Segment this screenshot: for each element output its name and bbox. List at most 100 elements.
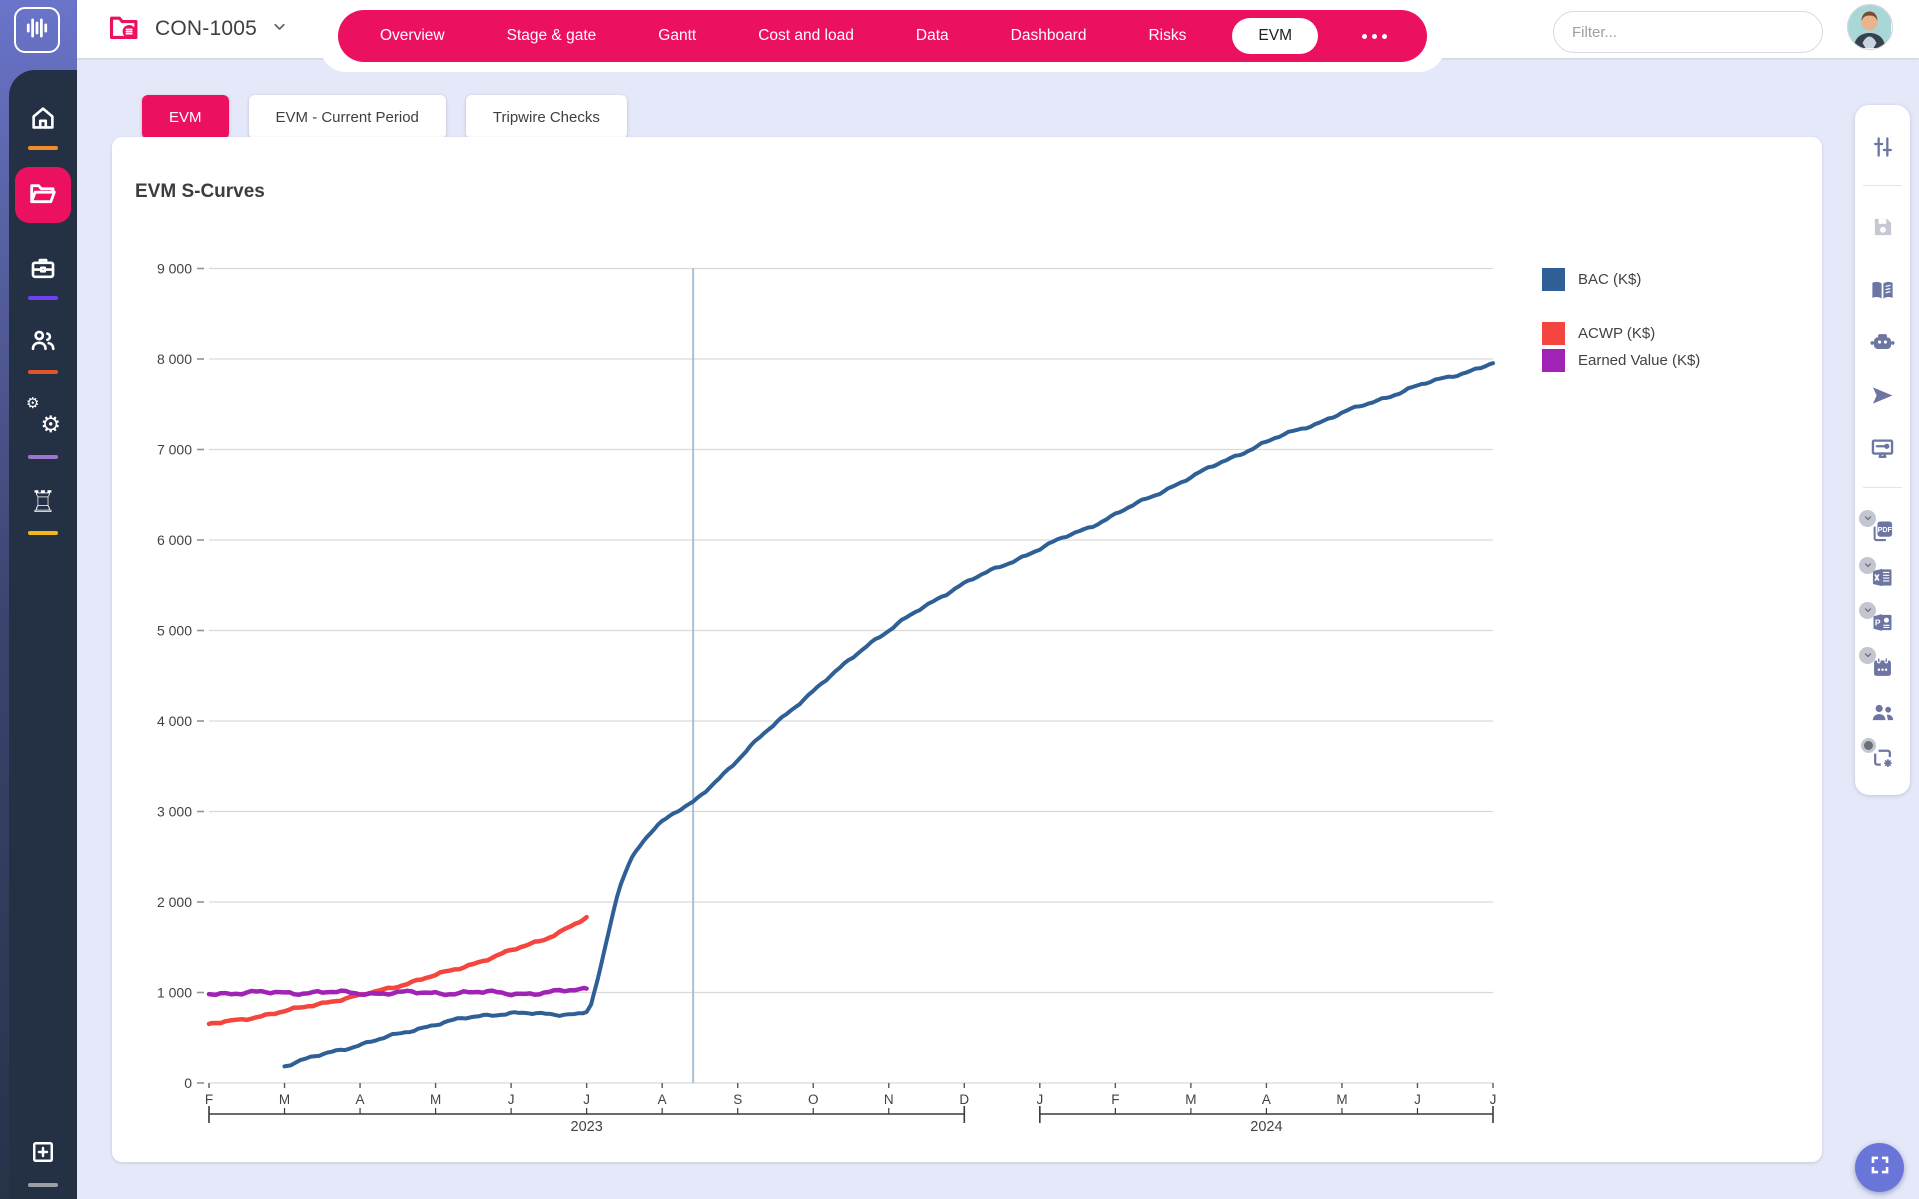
- legend-item[interactable]: Earned Value (K$): [1542, 349, 1700, 372]
- x-axis-label: J: [1490, 1092, 1497, 1107]
- y-axis-label: 7 000: [157, 442, 192, 458]
- share-team-button[interactable]: [1867, 696, 1899, 728]
- x-axis-label: J: [583, 1092, 590, 1107]
- settings-gears-icon: ⚙ ⚙: [26, 394, 61, 438]
- x-axis-label: J: [508, 1092, 515, 1107]
- right-toolbar: PDF P: [1855, 105, 1910, 795]
- evm-s-curves-chart[interactable]: 0 1 000 2 000 3 000 4 000 5 000 6 000 7 000 8 00…: [112, 137, 1822, 1162]
- add-square-icon: [29, 1138, 57, 1171]
- nav-tab-gantt[interactable]: Gantt: [658, 27, 697, 44]
- nav-tab-evm[interactable]: EVM: [1232, 18, 1318, 54]
- fullscreen-button[interactable]: [1855, 1143, 1904, 1192]
- sidebar-accent-add-square: [28, 1183, 58, 1187]
- project-folder-icon: [107, 10, 141, 49]
- x-axis-label: A: [658, 1092, 667, 1107]
- toolbar-divider: [1863, 487, 1902, 488]
- nav-tabs: Overview Stage & gate Gantt Cost and load Da…: [338, 10, 1427, 62]
- year-label: 2024: [1250, 1119, 1282, 1135]
- toolbar-divider: [1863, 185, 1902, 186]
- sidebar-item-home[interactable]: [9, 103, 77, 138]
- y-axis-label: 0: [184, 1075, 192, 1091]
- chevron-down-icon[interactable]: [1859, 646, 1876, 664]
- export-pdf-button[interactable]: PDF: [1859, 509, 1899, 546]
- sidebar-item-projects-folder[interactable]: [15, 167, 71, 223]
- presentation-display-button[interactable]: [1867, 432, 1899, 464]
- y-axis-label: 1 000: [157, 985, 192, 1001]
- chevron-down-icon[interactable]: [1859, 509, 1876, 527]
- legend-label: BAC (K$): [1578, 271, 1642, 288]
- x-axis-label: S: [733, 1092, 742, 1107]
- export-schedule-button[interactable]: [1859, 646, 1899, 683]
- nav-tab-risks[interactable]: Risks: [1148, 27, 1187, 44]
- export-schedule-icon: [1859, 646, 1896, 681]
- send-button[interactable]: [1867, 379, 1899, 411]
- ai-assistant-button[interactable]: [1867, 326, 1899, 358]
- x-axis-label: M: [1185, 1092, 1196, 1107]
- x-axis-label: M: [430, 1092, 441, 1107]
- legend-swatch: [1542, 349, 1565, 372]
- user-avatar[interactable]: [1847, 4, 1893, 50]
- status-dot-icon: [1861, 737, 1876, 753]
- sidebar-accent-settings-gears: [28, 455, 58, 459]
- export-excel-icon: [1859, 556, 1896, 591]
- series-acwp-k-: [206, 914, 589, 1027]
- fullscreen-icon: [1867, 1152, 1893, 1183]
- project-selector[interactable]: CON-1005: [107, 0, 288, 58]
- legend-label: ACWP (K$): [1578, 325, 1656, 342]
- x-axis-label: M: [279, 1092, 290, 1107]
- sidebar-item-add-square[interactable]: [9, 1138, 77, 1171]
- export-powerpoint-button[interactable]: P: [1859, 601, 1899, 638]
- ai-assistant-icon: [1869, 329, 1896, 356]
- sidebar-item-briefcase[interactable]: [9, 253, 77, 288]
- x-axis-label: J: [1036, 1092, 1043, 1107]
- nav-tab-cost-and-load[interactable]: Cost and load: [758, 27, 854, 44]
- export-powerpoint-icon: P: [1859, 601, 1896, 636]
- nav-tab-stage-gate[interactable]: Stage & gate: [506, 27, 597, 44]
- legend-item[interactable]: BAC (K$): [1542, 268, 1641, 291]
- sidebar-item-strategy-chess[interactable]: ♖: [9, 488, 77, 518]
- nav-tab-overview[interactable]: Overview: [380, 27, 445, 44]
- legend-item[interactable]: ACWP (K$): [1542, 322, 1655, 345]
- sidebar-accent-team: [28, 370, 58, 374]
- ellipsis-icon: [1362, 33, 1367, 39]
- reference-book-icon: [1869, 277, 1896, 304]
- waveform-icon: [22, 13, 52, 48]
- chevron-down-icon[interactable]: [1859, 601, 1876, 619]
- nav-container: Overview Stage & gate Gantt Cost and load Da…: [320, 0, 1445, 72]
- svg-text:P: P: [1875, 617, 1881, 627]
- sidebar-accent-strategy-chess: [28, 531, 58, 535]
- save-button: [1867, 211, 1899, 243]
- y-axis-label: 2 000: [157, 894, 192, 910]
- tune-icon: [1870, 134, 1896, 160]
- y-axis-label: 6 000: [157, 532, 192, 548]
- subtab-tripwire-checks[interactable]: Tripwire Checks: [465, 95, 627, 139]
- y-axis-label: 9 000: [157, 261, 192, 277]
- home-icon: [28, 103, 58, 138]
- more-tabs-button[interactable]: [1348, 25, 1401, 48]
- sidebar-item-settings-gears[interactable]: ⚙ ⚙: [9, 394, 77, 438]
- chevron-down-icon[interactable]: [271, 18, 288, 40]
- nav-tab-dashboard[interactable]: Dashboard: [1010, 27, 1087, 44]
- legend-swatch: [1542, 268, 1565, 291]
- tune-button[interactable]: [1867, 131, 1899, 163]
- app-logo[interactable]: [14, 7, 60, 53]
- subtab-evm-current-period[interactable]: EVM - Current Period: [248, 95, 446, 139]
- sidebar-item-team[interactable]: [9, 325, 77, 360]
- project-code: CON-1005: [155, 17, 257, 40]
- strategy-chess-icon: ♖: [29, 485, 57, 520]
- reference-book-button[interactable]: [1867, 274, 1899, 306]
- sidebar-panel: ⚙ ⚙ ♖: [9, 70, 77, 1199]
- export-excel-button[interactable]: [1859, 556, 1899, 593]
- subtab-evm[interactable]: EVM: [142, 95, 229, 139]
- legend-label: Earned Value (K$): [1578, 352, 1701, 369]
- integration-flow-button[interactable]: [1861, 737, 1899, 773]
- chevron-down-icon[interactable]: [1859, 556, 1876, 574]
- filter-input[interactable]: [1553, 11, 1823, 53]
- nav-tab-data[interactable]: Data: [915, 27, 949, 44]
- chart-title: EVM S-Curves: [135, 181, 265, 202]
- team-icon: [28, 325, 58, 360]
- x-axis-label: A: [1262, 1092, 1271, 1107]
- briefcase-icon: [28, 253, 58, 288]
- save-icon: [1870, 214, 1896, 240]
- send-icon: [1869, 382, 1896, 409]
